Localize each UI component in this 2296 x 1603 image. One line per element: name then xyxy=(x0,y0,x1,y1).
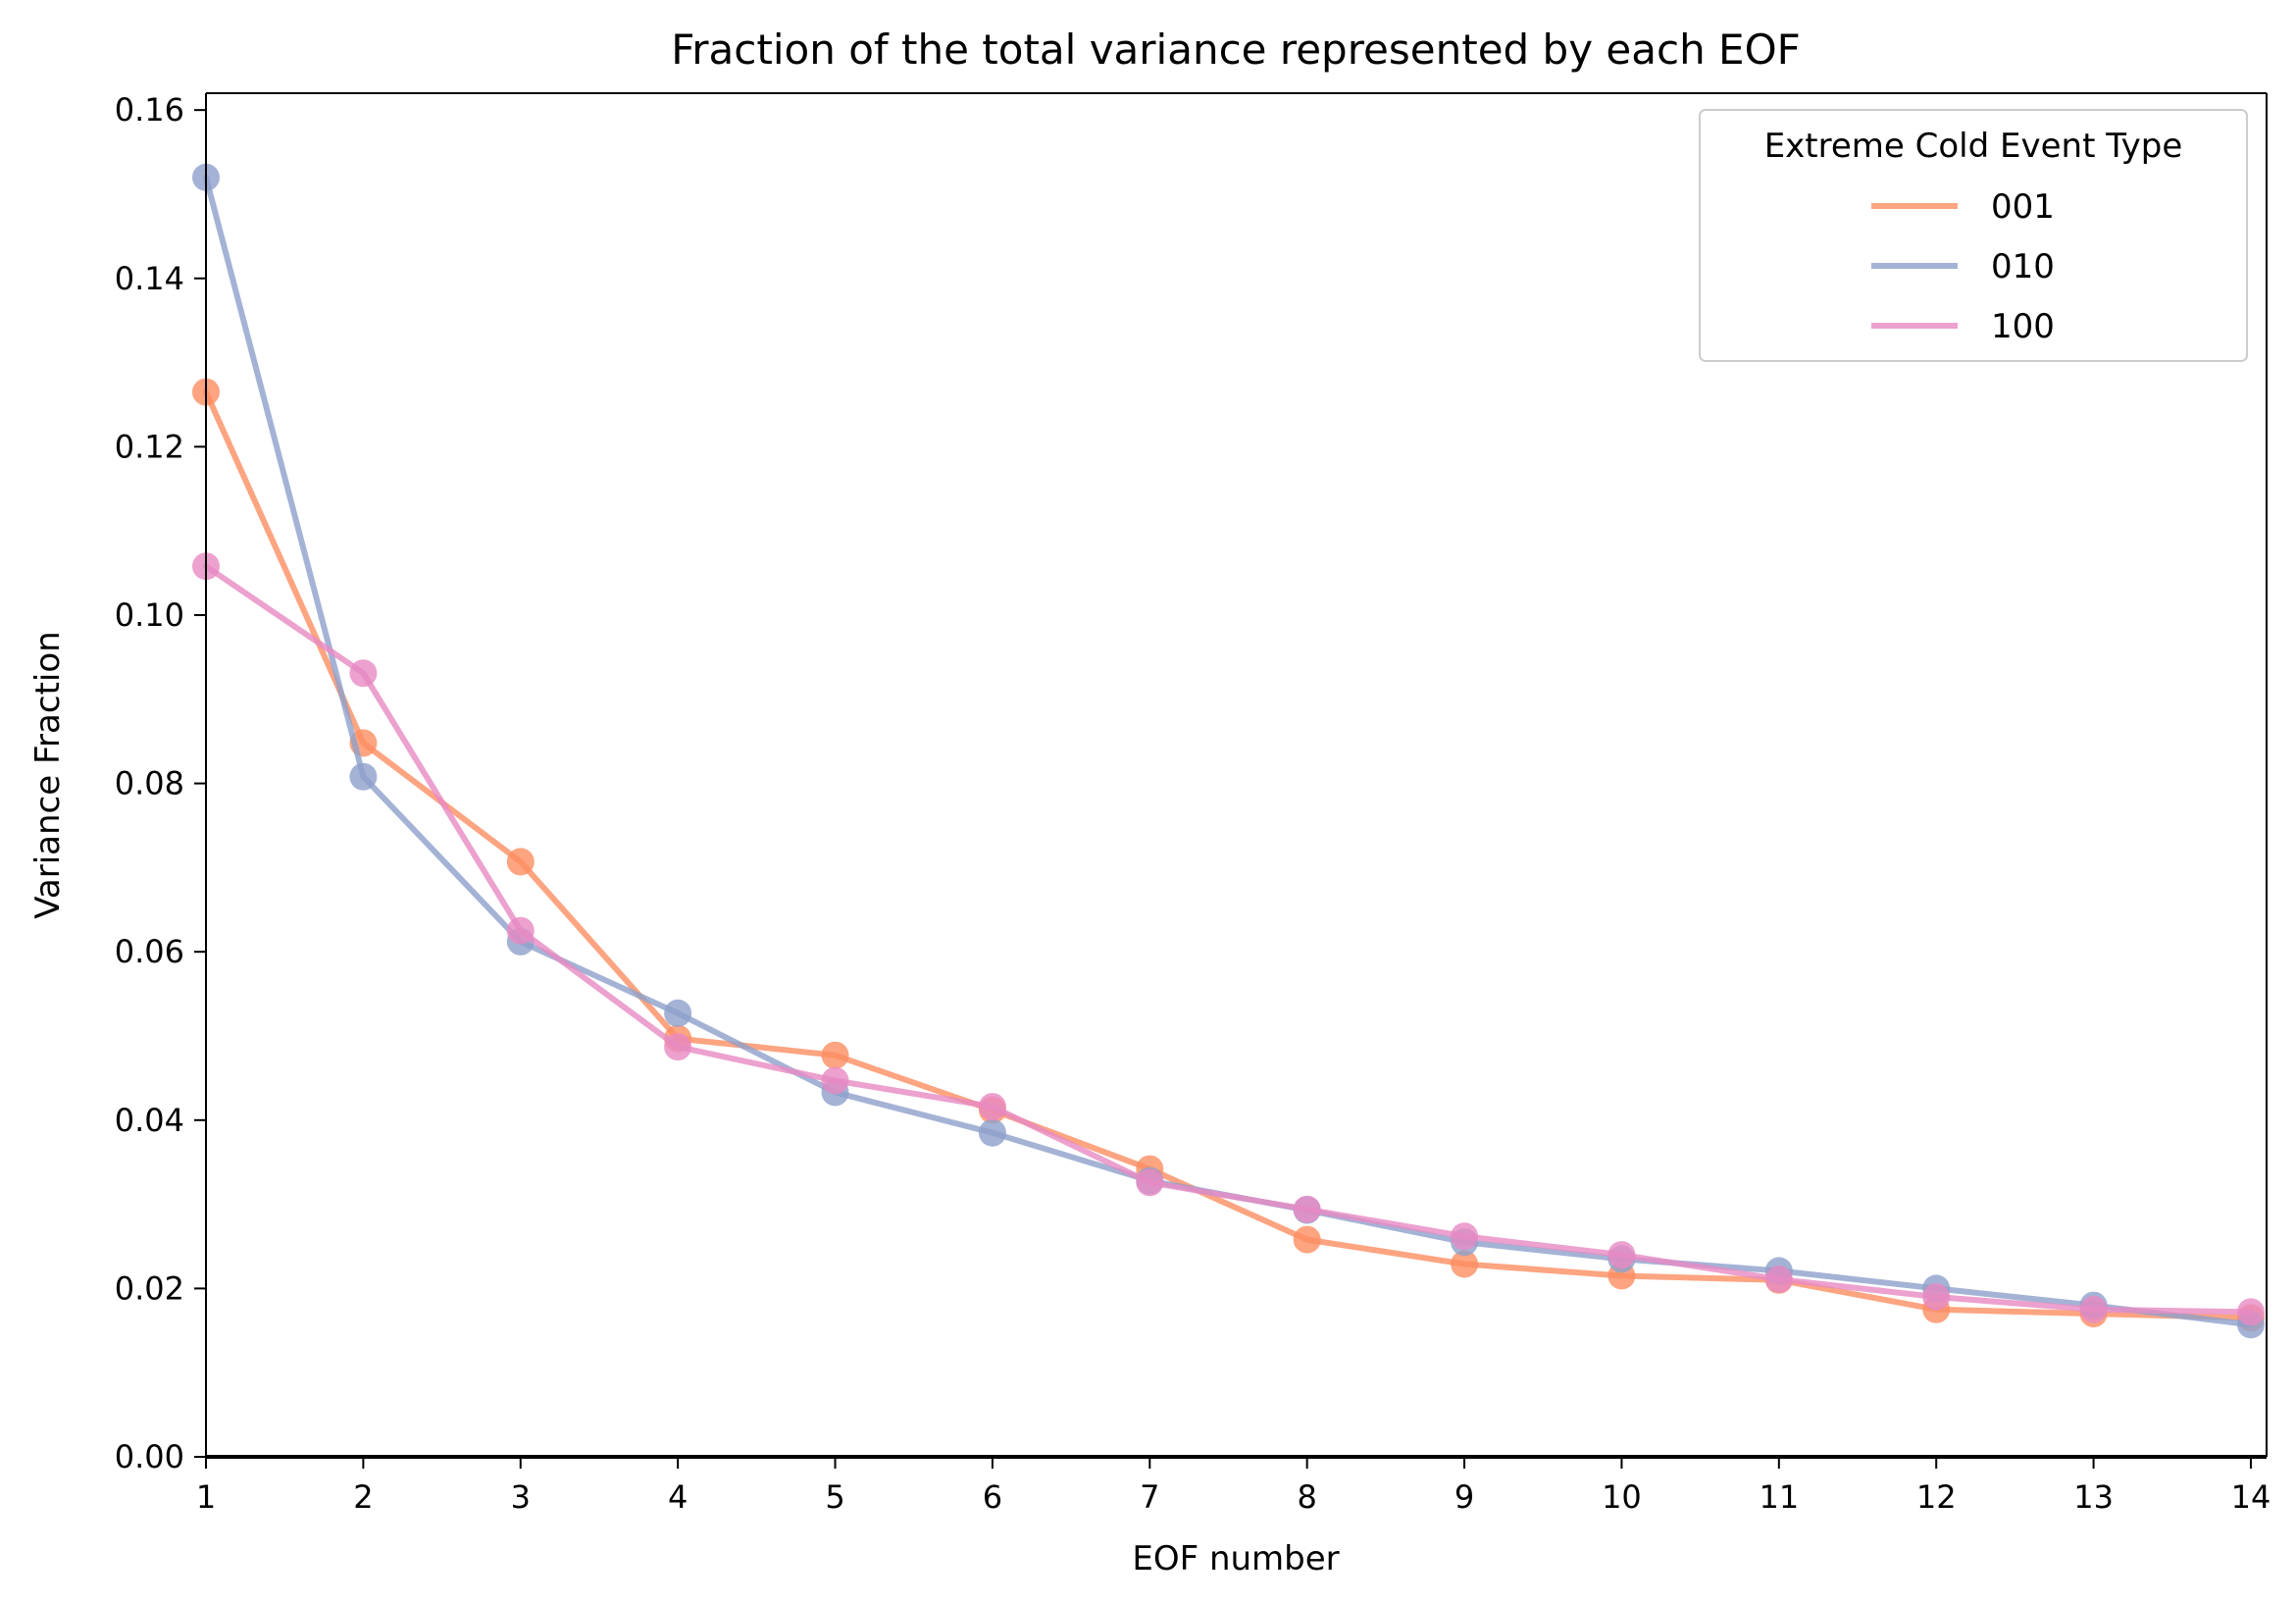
x-tick-label: 13 xyxy=(2073,1478,2114,1516)
data-point-010 xyxy=(664,999,692,1027)
data-point-001 xyxy=(821,1041,849,1069)
data-point-100 xyxy=(1922,1283,1951,1311)
legend: Extreme Cold Event Type 001 010 100 xyxy=(1699,109,2248,362)
x-tick-label: 11 xyxy=(1759,1478,1799,1516)
data-point-010 xyxy=(978,1118,1006,1147)
data-point-001 xyxy=(1293,1225,1321,1254)
data-point-100 xyxy=(506,916,535,945)
legend-frame xyxy=(1699,109,2248,362)
data-point-100 xyxy=(821,1066,849,1095)
x-tick-label: 12 xyxy=(1916,1478,1957,1516)
data-point-001 xyxy=(506,848,535,876)
series-layer xyxy=(192,163,2265,1339)
data-point-100 xyxy=(1607,1241,1636,1269)
x-tick-label: 5 xyxy=(825,1478,844,1516)
axes-layer: 1 2 3 4 5 6 7 8 9 10 11 12 13 140.000.020.040.060.080… xyxy=(115,91,2271,1516)
x-tick-label: 3 xyxy=(511,1478,531,1516)
legend-title: Extreme Cold Event Type xyxy=(1764,127,2183,166)
y-tick-label: 0.12 xyxy=(115,428,184,465)
x-tick-label: 6 xyxy=(983,1478,1002,1516)
y-tick-label: 0.08 xyxy=(115,765,184,802)
data-point-100 xyxy=(349,659,378,688)
x-tick-label: 7 xyxy=(1140,1478,1159,1516)
data-point-100 xyxy=(1451,1222,1479,1251)
data-point-100 xyxy=(664,1033,692,1061)
data-point-001 xyxy=(1451,1250,1479,1278)
x-tick-label: 4 xyxy=(668,1478,688,1516)
x-tick-label: 14 xyxy=(2231,1478,2271,1516)
x-tick-label: 1 xyxy=(196,1478,216,1516)
y-tick-label: 0.10 xyxy=(115,596,184,634)
data-point-100 xyxy=(2237,1298,2265,1326)
series-line-100 xyxy=(203,563,2254,1316)
data-point-100 xyxy=(1136,1168,1164,1197)
data-point-100 xyxy=(2079,1295,2108,1323)
data-point-100 xyxy=(1764,1266,1793,1293)
x-tick-label: 8 xyxy=(1297,1478,1316,1516)
x-tick-label: 10 xyxy=(1602,1478,1642,1516)
y-tick-label: 0.16 xyxy=(115,91,184,129)
x-axis-label: EOF number xyxy=(1132,1539,1339,1578)
y-tick-label: 0.02 xyxy=(115,1269,184,1307)
y-tick-label: 0.06 xyxy=(115,933,184,970)
y-tick-label: 0.04 xyxy=(115,1102,184,1139)
y-tick-label: 0.00 xyxy=(115,1438,184,1475)
y-axis-label: Variance Fraction xyxy=(28,631,68,918)
chart-title: Fraction of the total variance represent… xyxy=(671,26,1801,74)
y-tick-label: 0.14 xyxy=(115,260,184,297)
data-point-010 xyxy=(349,762,378,791)
data-point-100 xyxy=(1293,1195,1321,1223)
legend-label-001: 001 xyxy=(1991,187,2055,227)
x-tick-label: 2 xyxy=(353,1478,373,1516)
data-point-100 xyxy=(978,1093,1006,1121)
series-line-001 xyxy=(203,388,2254,1321)
legend-label-100: 100 xyxy=(1991,307,2055,346)
x-tick-label: 9 xyxy=(1454,1478,1474,1516)
legend-label-010: 010 xyxy=(1991,247,2055,286)
